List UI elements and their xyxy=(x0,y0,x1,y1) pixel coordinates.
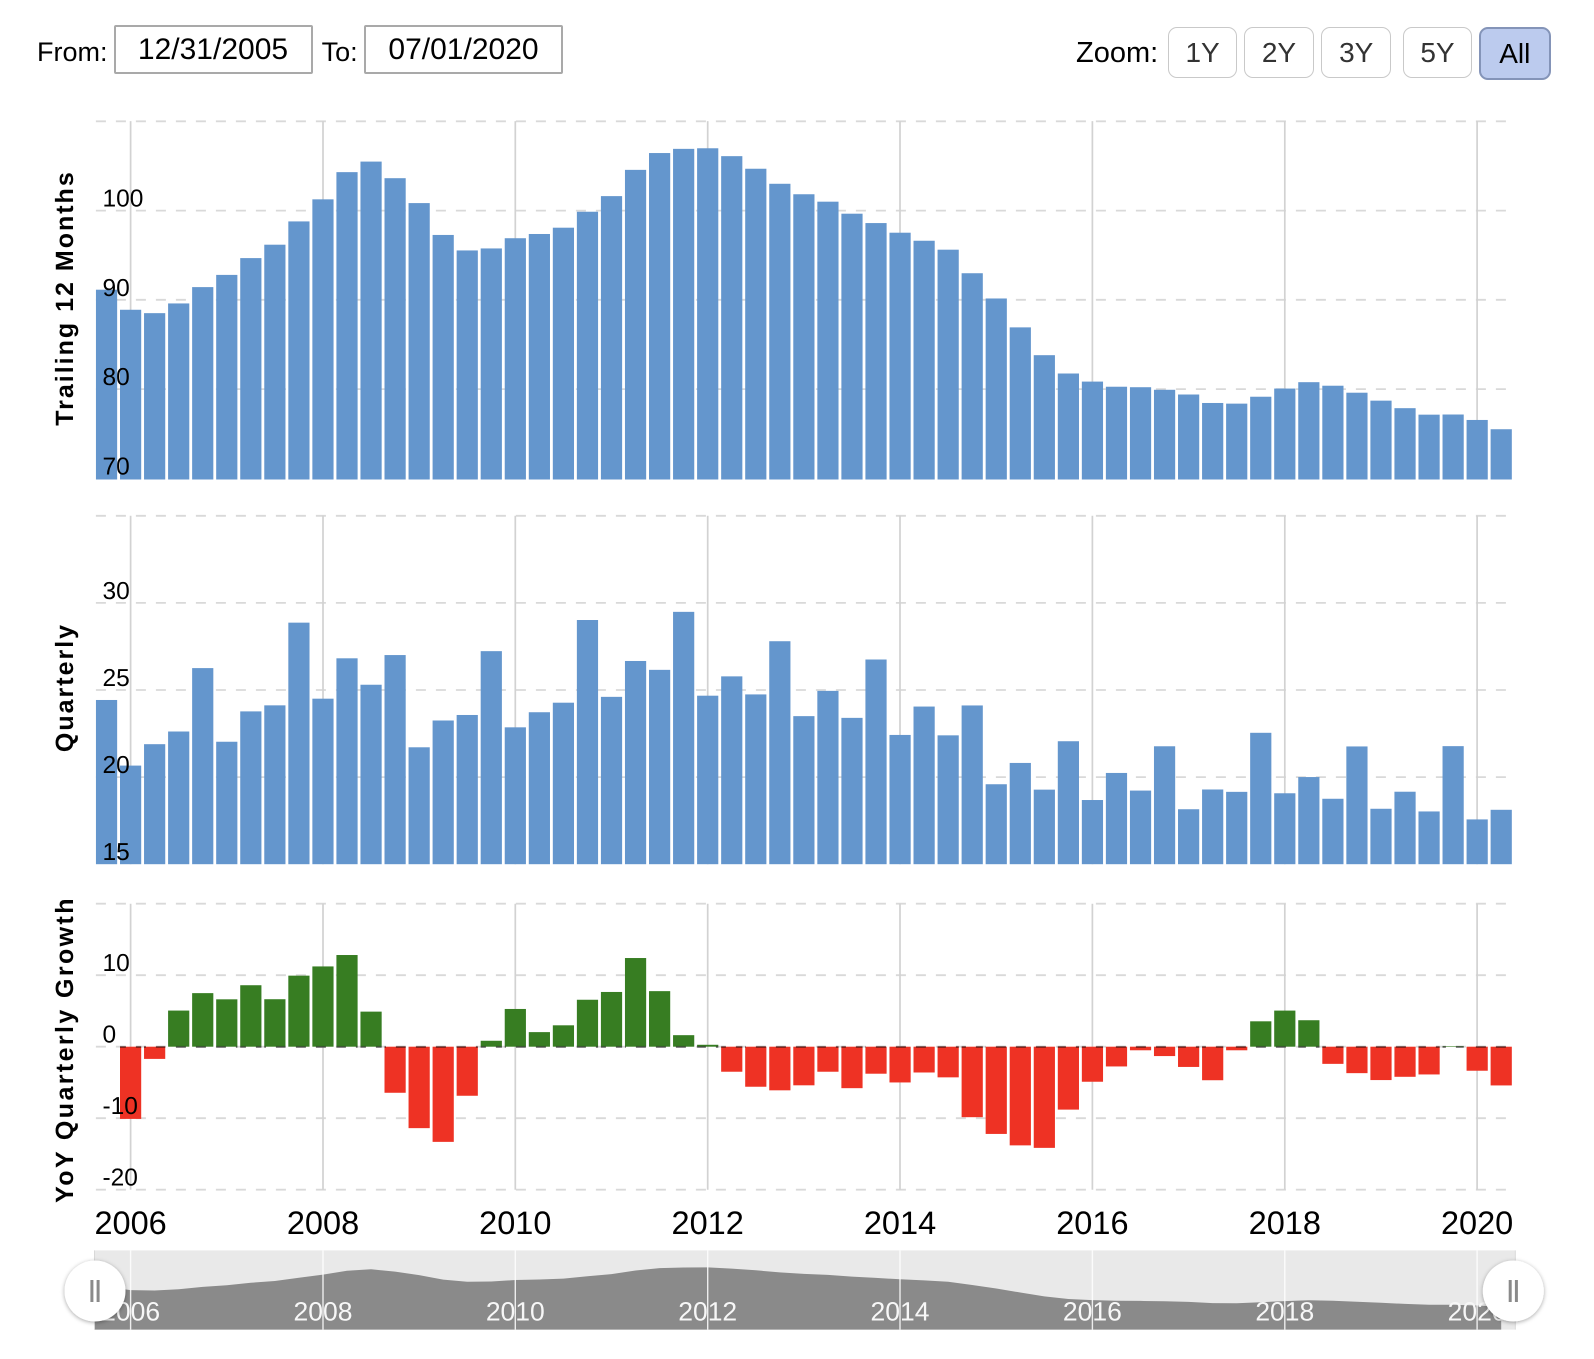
svg-text:0: 0 xyxy=(103,1022,117,1049)
svg-text:100: 100 xyxy=(103,186,144,213)
svg-text:-20: -20 xyxy=(103,1165,138,1192)
svg-text:2018: 2018 xyxy=(1255,1296,1314,1326)
svg-text:2006: 2006 xyxy=(94,1205,166,1241)
svg-text:15: 15 xyxy=(103,839,130,866)
svg-text:30: 30 xyxy=(103,578,130,605)
svg-text:2012: 2012 xyxy=(672,1205,744,1241)
svg-text:10: 10 xyxy=(103,950,130,977)
svg-text:YoY Quarterly Growth: YoY Quarterly Growth xyxy=(51,896,79,1203)
svg-text:20: 20 xyxy=(103,752,130,779)
svg-text:-10: -10 xyxy=(103,1093,138,1120)
svg-text:2020: 2020 xyxy=(1441,1205,1513,1241)
svg-text:2014: 2014 xyxy=(864,1205,936,1241)
svg-text:2008: 2008 xyxy=(287,1205,359,1241)
svg-text:2008: 2008 xyxy=(294,1296,353,1326)
svg-text:80: 80 xyxy=(103,364,130,391)
svg-text:2016: 2016 xyxy=(1056,1205,1128,1241)
svg-text:Quarterly: Quarterly xyxy=(51,623,79,752)
svg-text:25: 25 xyxy=(103,665,130,692)
svg-text:2018: 2018 xyxy=(1249,1205,1321,1241)
svg-text:2016: 2016 xyxy=(1063,1296,1122,1326)
svg-text:2012: 2012 xyxy=(678,1296,737,1326)
svg-text:2010: 2010 xyxy=(479,1205,551,1241)
svg-text:2010: 2010 xyxy=(486,1296,545,1326)
svg-text:90: 90 xyxy=(103,275,130,302)
svg-text:2014: 2014 xyxy=(871,1296,930,1326)
svg-text:Trailing 12 Months: Trailing 12 Months xyxy=(51,170,79,425)
svg-text:70: 70 xyxy=(103,453,130,480)
